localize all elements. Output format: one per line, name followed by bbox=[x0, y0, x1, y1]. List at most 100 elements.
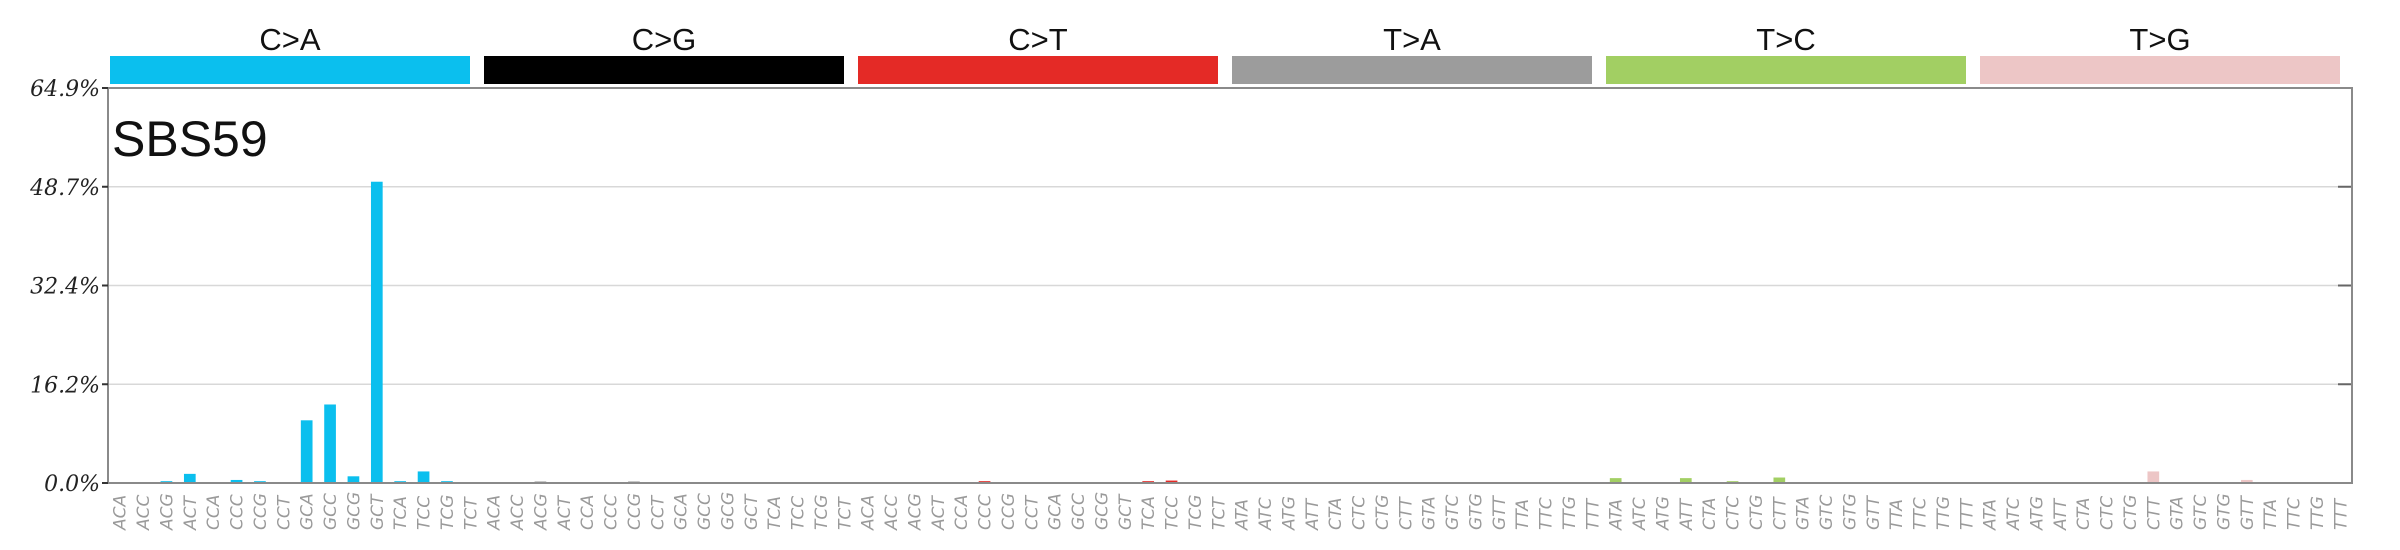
bar-gcg bbox=[347, 476, 360, 483]
x-tick-label: ATT bbox=[1303, 497, 1323, 531]
x-tick-label: CCC bbox=[228, 494, 248, 530]
y-tick-label: 32.4% bbox=[30, 275, 100, 300]
x-tick-label: TCC bbox=[415, 496, 435, 530]
band-label: C>A bbox=[259, 22, 320, 57]
band-ctot bbox=[858, 56, 1218, 84]
bar-ccc bbox=[230, 479, 243, 483]
x-tick-label: GTC bbox=[1443, 494, 1463, 530]
x-tick-label: TCT bbox=[1209, 496, 1229, 530]
x-tick-label: GTT bbox=[2238, 494, 2258, 530]
x-tick-label: TCC bbox=[789, 496, 809, 530]
x-tick-label: ATT bbox=[1677, 497, 1697, 531]
x-tick-label: TTT bbox=[1583, 497, 1603, 530]
x-tick-label: GCG bbox=[718, 492, 738, 530]
x-tick-label: ATG bbox=[1279, 496, 1299, 531]
band-label: T>A bbox=[1383, 22, 1441, 57]
x-tick-label: TTG bbox=[1934, 496, 1954, 530]
x-tick-label: TTA bbox=[1887, 499, 1907, 530]
x-tick-label: ATC bbox=[1256, 497, 1276, 531]
x-tick-label: TTT bbox=[1957, 497, 1977, 530]
x-tick-label: ACG bbox=[157, 493, 177, 531]
x-tick-label: GCT bbox=[368, 493, 388, 530]
x-tick-label: CCT bbox=[1022, 494, 1042, 530]
band-label: C>G bbox=[632, 22, 697, 57]
y-tick-label: 48.7% bbox=[29, 176, 100, 201]
band-label: T>G bbox=[2129, 22, 2190, 57]
bar-ctt bbox=[1773, 477, 1786, 483]
x-tick-label: TCG bbox=[1186, 495, 1206, 530]
x-tick-label: TCA bbox=[765, 496, 785, 530]
x-tick-label: TCG bbox=[812, 495, 832, 530]
y-tick-label: 16.2% bbox=[30, 373, 100, 398]
x-tick-label: CCG bbox=[625, 493, 645, 530]
x-tick-label: ACA bbox=[859, 495, 879, 531]
x-tick-label: CCG bbox=[251, 493, 271, 530]
x-tick-label: ATC bbox=[1630, 497, 1650, 531]
x-tick-label: ACT bbox=[929, 495, 949, 531]
x-tick-label: TCT bbox=[835, 496, 855, 530]
x-tick-label: TCT bbox=[461, 496, 481, 530]
band-ctoa bbox=[110, 56, 470, 84]
band-ttog bbox=[1980, 56, 2340, 84]
x-tick-label: ACT bbox=[181, 495, 201, 531]
x-tick-label: CCA bbox=[578, 495, 598, 530]
x-tick-label: CCC bbox=[976, 494, 996, 530]
x-tick-label: TTG bbox=[1560, 496, 1580, 530]
x-tick-label: ATT bbox=[2051, 497, 2071, 531]
x-tick-label: CTA bbox=[1326, 498, 1346, 530]
x-tick-label: CTT bbox=[1770, 496, 1790, 530]
x-tick-label: TCC bbox=[1163, 496, 1183, 530]
x-tick-label: CTC bbox=[1724, 496, 1744, 530]
bar-tcc bbox=[417, 471, 430, 483]
x-tick-label: CTG bbox=[1373, 495, 1393, 530]
x-tick-label: ATG bbox=[1653, 496, 1673, 531]
x-tick-label: CCA bbox=[952, 495, 972, 530]
y-axis-ticks: 0.0% 16.2% 32.4% 48.7% 64.9% bbox=[29, 77, 108, 497]
x-tick-label: TTT bbox=[2331, 497, 2351, 530]
bar-gtt bbox=[2240, 479, 2253, 483]
y-tick-label: 64.9% bbox=[30, 77, 100, 102]
bar-gcc bbox=[324, 404, 336, 483]
x-tick-label: TTC bbox=[1911, 497, 1931, 530]
x-tick-label: TCA bbox=[391, 496, 411, 530]
bars bbox=[113, 181, 2347, 483]
x-tick-label: GCA bbox=[1046, 493, 1066, 530]
x-tick-label: CTC bbox=[2098, 496, 2118, 530]
bar-gca bbox=[300, 420, 313, 483]
x-tick-label: GTT bbox=[1864, 494, 1884, 530]
x-tick-label: GCC bbox=[1069, 493, 1089, 530]
x-tick-label: GCT bbox=[742, 493, 762, 530]
x-tick-label: TCA bbox=[1139, 496, 1159, 530]
bar-tcc bbox=[1165, 480, 1178, 483]
x-tick-label: ATA bbox=[1981, 499, 2001, 531]
x-tick-label: GTG bbox=[1840, 493, 1860, 530]
x-tick-label: TCG bbox=[438, 495, 458, 530]
x-tick-label: CTT bbox=[1396, 496, 1416, 530]
x-tick-label: ACT bbox=[555, 495, 575, 531]
x-tick-label: GCC bbox=[321, 493, 341, 530]
x-tick-label: GTA bbox=[1794, 496, 1814, 530]
x-tick-label: ATC bbox=[2004, 497, 2024, 531]
x-tick-label: CTA bbox=[2074, 498, 2094, 530]
x-tick-label: TTC bbox=[1537, 497, 1557, 530]
x-tick-label: CCT bbox=[274, 494, 294, 530]
x-tick-label: ACC bbox=[134, 495, 154, 531]
x-tick-label: GTC bbox=[2191, 494, 2211, 530]
x-tick-label: TTA bbox=[1513, 499, 1533, 530]
x-tick-label: GTA bbox=[2168, 496, 2188, 530]
band-ttoc bbox=[1606, 56, 1966, 84]
bar-act bbox=[183, 473, 196, 483]
bar-ctt bbox=[2147, 471, 2160, 483]
x-tick-label: GTG bbox=[1466, 493, 1486, 530]
x-tick-label: ACC bbox=[508, 495, 528, 531]
x-tick-label: GTT bbox=[1490, 494, 1510, 530]
x-tick-label: TTA bbox=[2261, 499, 2281, 530]
x-tick-label: TTG bbox=[2308, 496, 2328, 530]
y-tick-label: 0.0% bbox=[44, 472, 100, 497]
x-tick-label: ACC bbox=[882, 495, 902, 531]
bar-gct bbox=[370, 181, 383, 483]
band-label: C>T bbox=[1008, 22, 1067, 57]
x-tick-label: TTC bbox=[2285, 497, 2305, 530]
